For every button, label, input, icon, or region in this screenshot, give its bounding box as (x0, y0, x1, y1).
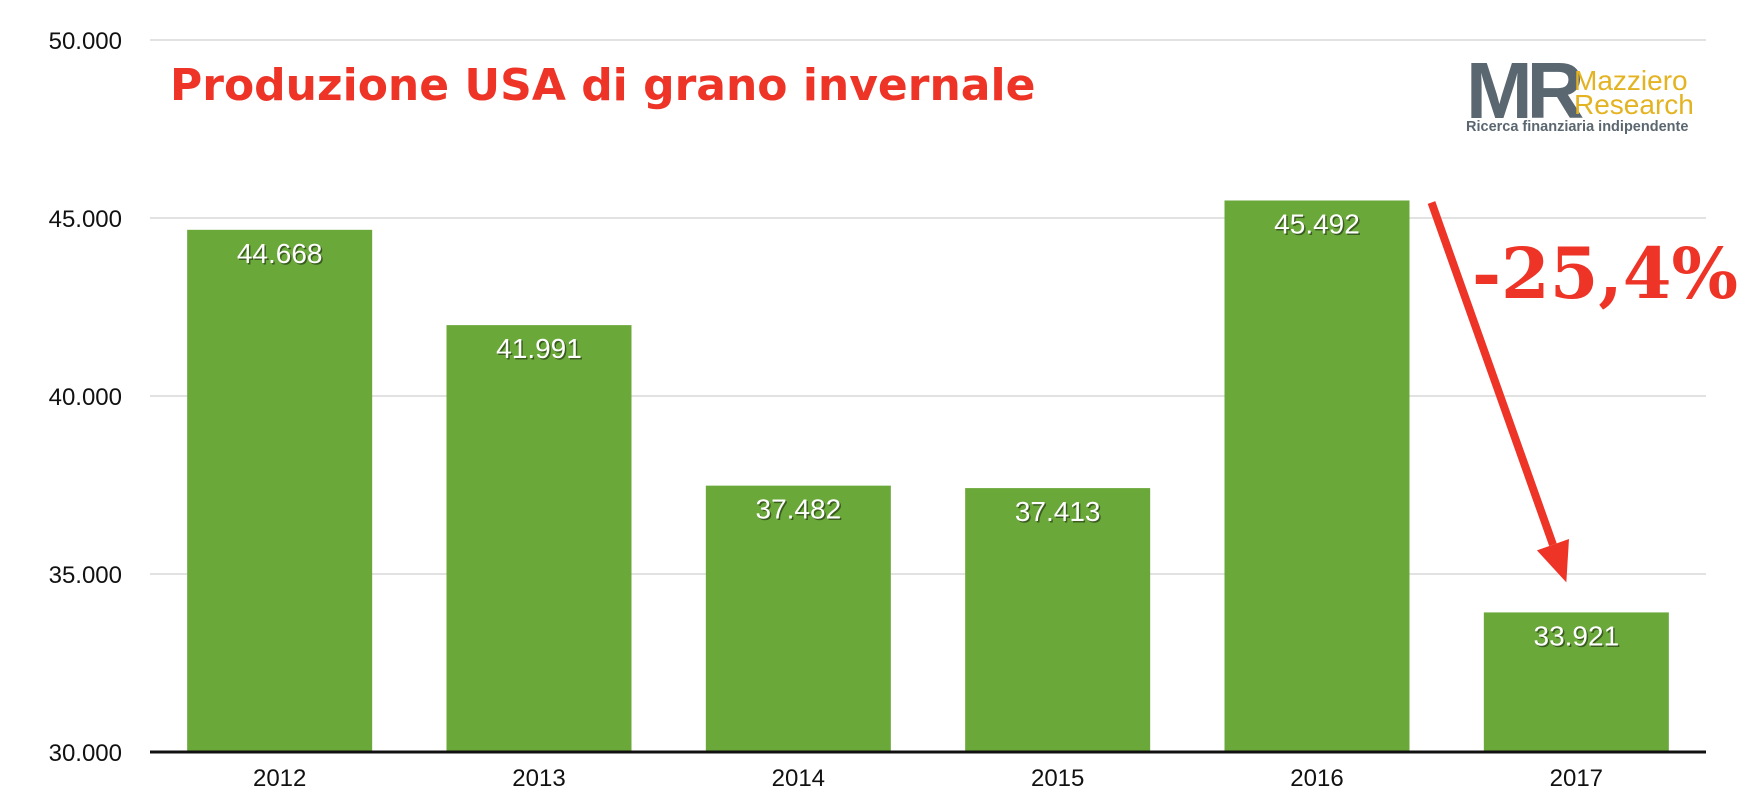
bar-value-label-shadow: 41.991 (498, 335, 584, 366)
chart-title: Produzione USA di grano invernale (170, 60, 1035, 111)
bar (1224, 200, 1410, 752)
bars (187, 200, 1669, 752)
bar (446, 325, 632, 752)
bar-value-label-shadow: 37.413 (1016, 498, 1102, 529)
bar-value-label-shadow: 37.482 (757, 495, 843, 526)
logo-name-line1: Mazziero (1574, 65, 1688, 96)
logo-name-line2: Research (1574, 89, 1694, 120)
bar-value-label-shadow: 44.668 (238, 239, 324, 270)
bar-value-label: 37.413 (1015, 496, 1101, 527)
x-tick-label: 2014 (772, 765, 825, 792)
y-tick-label: 35.000 (49, 562, 122, 589)
annotation-label: -25,4% (1472, 232, 1738, 315)
bar (1483, 612, 1669, 752)
x-axis-ticks: 2012 2013 2014 2015 2016 2017 (253, 765, 1603, 792)
bar-value-label: 33.921 (1534, 620, 1620, 651)
x-tick-label: 2013 (512, 765, 565, 792)
x-tick-label: 2016 (1290, 765, 1343, 792)
bar-value-label: 37.482 (756, 494, 842, 525)
logo-mark: MR (1466, 46, 1584, 135)
bar (187, 229, 373, 752)
y-tick-label: 30.000 (49, 740, 122, 767)
grid-lines (150, 39, 1706, 575)
bar-value-label: 44.668 (237, 238, 323, 269)
arrow-line (1427, 201, 1557, 547)
bar-value-label: 45.492 (1274, 208, 1360, 239)
x-tick-label: 2017 (1550, 765, 1603, 792)
bar (705, 485, 891, 752)
logo: MR Mazziero Research Ricerca finanziaria… (1466, 46, 1694, 135)
x-tick-label: 2015 (1031, 765, 1084, 792)
bar-value-label-shadow: 45.492 (1276, 210, 1362, 241)
y-tick-label: 45.000 (49, 206, 122, 233)
logo-tagline: Ricerca finanziaria indipendente (1466, 119, 1688, 135)
x-tick-label: 2012 (253, 765, 306, 792)
bar-value-label: 41.991 (496, 333, 582, 364)
bar-value-label-shadow: 33.921 (1535, 622, 1621, 653)
arrow-head (1536, 539, 1569, 583)
change-annotation: -25,4% (1427, 201, 1738, 583)
y-tick-label: 50.000 (49, 28, 122, 55)
bar (965, 488, 1151, 752)
y-axis-ticks: 30.000 35.000 40.000 45.000 50.000 (49, 28, 122, 767)
y-tick-label: 40.000 (49, 384, 122, 411)
